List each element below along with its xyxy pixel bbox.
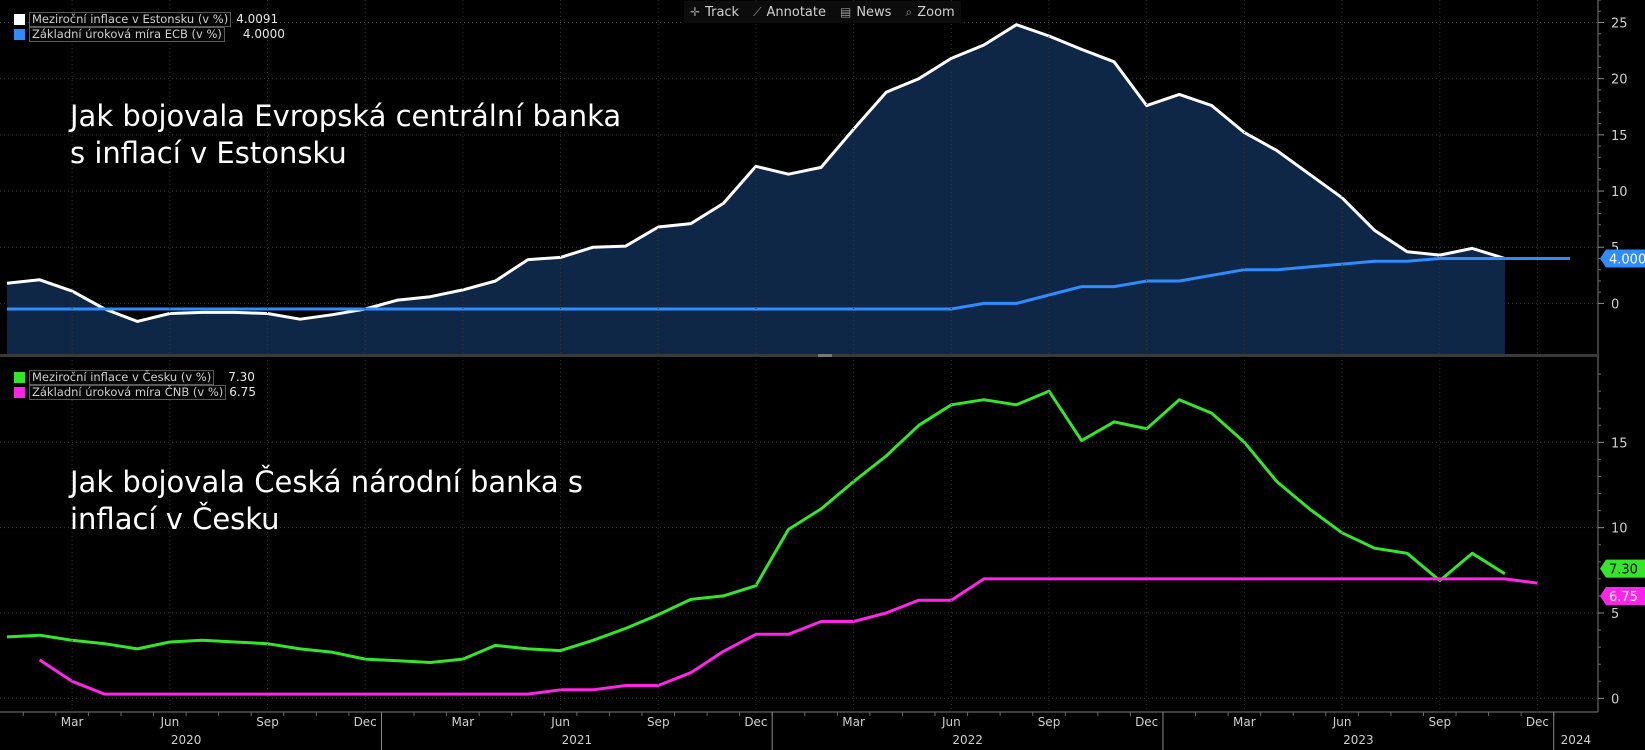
x-tick-label: Sep [1038, 715, 1061, 729]
legend-row-estonia-inflation[interactable]: Meziroční inflace v Estonsku (v %) 4.009… [14, 12, 285, 27]
x-tick-label: Jun [941, 715, 961, 729]
panel-divider[interactable] [0, 354, 1598, 357]
x-tick-label: Sep [1428, 715, 1451, 729]
axis-tag-ecb: 4.0000 [1609, 252, 1645, 267]
x-tick-label: Mar [452, 715, 475, 729]
crosshair-icon: ✛ [690, 5, 701, 19]
track-button[interactable]: ✛ Track [684, 1, 745, 23]
year-label: 2023 [1343, 733, 1374, 747]
x-tick-label: Dec [1526, 715, 1549, 729]
axis-tag-ecb-bg [1600, 249, 1645, 268]
top-title-line2: s inflací v Estonsku [70, 136, 347, 170]
news-label: News [856, 4, 892, 20]
top-title-line1: Jak bojovala Evropská centrální banka [70, 99, 622, 133]
x-tick-label: Sep [647, 715, 670, 729]
legend-row-cnb-rate[interactable]: Základní úroková míra ČNB (v %) 6.75 [14, 385, 256, 400]
y-tick-label: 0 [1611, 692, 1619, 707]
year-label: 2021 [562, 733, 593, 747]
legend-swatch-white [14, 14, 25, 25]
axis-tag-cnb: 6.75 [1609, 590, 1638, 605]
bottom-title-line2: inflací v Česku [70, 502, 280, 536]
x-tick-label: Dec [744, 715, 767, 729]
annotate-button[interactable]: ⟋ Annotate [747, 1, 832, 23]
legend-row-czech-inflation[interactable]: Meziroční inflace v Česku (v %) 7.30 [14, 370, 256, 385]
legend-value: 6.75 [229, 385, 256, 399]
bottom-panel-title: Jak bojovala Česká národní banka s infla… [70, 464, 583, 538]
bottom-legend: Meziroční inflace v Česku (v %) 7.30 Zák… [14, 370, 256, 400]
x-tick-label: Dec [1135, 715, 1158, 729]
legend-swatch-magenta [14, 387, 25, 398]
legend-value: 4.0000 [242, 27, 285, 41]
top-legend: Meziroční inflace v Estonsku (v %) 4.009… [14, 12, 285, 42]
legend-row-ecb-rate[interactable]: Základní úroková míra ECB (v %) 4.0000 [14, 27, 285, 42]
series-line [38, 577, 1538, 696]
y-tick-label: 10 [1611, 185, 1628, 200]
news-button[interactable]: ▤ News [834, 1, 897, 23]
x-tick-label: Mar [61, 715, 84, 729]
pencil-icon: ⟋ [753, 4, 762, 19]
panel-divider-grip[interactable] [818, 354, 832, 357]
legend-name: Meziroční inflace v Česku (v %) [29, 370, 215, 385]
x-tick-label: Sep [256, 715, 279, 729]
legend-name: Základní úroková míra ECB (v %) [29, 27, 225, 42]
x-tick-label: Jun [1332, 715, 1352, 729]
track-label: Track [705, 4, 740, 20]
axis-tag-cnb-bg [1600, 586, 1645, 605]
bottom-title-line1: Jak bojovala Česká národní banka s [70, 465, 583, 499]
magnifier-icon: ⌕ [905, 4, 913, 19]
y-tick-label: 5 [1611, 241, 1619, 256]
legend-value: 7.30 [228, 370, 255, 384]
news-icon: ▤ [839, 5, 852, 19]
x-tick-label: Dec [354, 715, 377, 729]
legend-swatch-blue [14, 29, 25, 40]
y-tick-label: 15 [1611, 129, 1628, 144]
zoom-label: Zoom [917, 4, 955, 20]
x-tick-label: Mar [1233, 715, 1256, 729]
year-label: 2020 [171, 733, 202, 747]
series-line [6, 23, 1506, 323]
x-tick-label: Jun [159, 715, 179, 729]
x-tick-label: Jun [550, 715, 570, 729]
axis-tag-czech-inflation: 7.30 [1609, 563, 1638, 578]
y-tick-label: 5 [1611, 607, 1619, 622]
series-line [6, 389, 1506, 664]
annotate-label: Annotate [766, 4, 826, 20]
year-label: 2024 [1561, 733, 1592, 747]
top-panel-title: Jak bojovala Evropská centrální banka s … [70, 98, 621, 172]
legend-value: 4.0091 [236, 12, 279, 26]
axis-tag-czech-inflation-bg [1600, 559, 1645, 578]
y-tick-label: 0 [1611, 297, 1619, 312]
legend-swatch-green [14, 372, 25, 383]
series-area-fill [7, 24, 1505, 354]
year-label: 2022 [952, 733, 983, 747]
chart-toolbar: ✛ Track ⟋ Annotate ▤ News ⌕ Zoom [684, 1, 961, 23]
zoom-button[interactable]: ⌕ Zoom [899, 1, 960, 23]
x-tick-label: Mar [842, 715, 865, 729]
legend-name: Základní úroková míra ČNB (v %) [29, 385, 227, 400]
legend-name: Meziroční inflace v Estonsku (v %) [29, 12, 232, 27]
y-tick-label: 20 [1611, 73, 1628, 88]
y-tick-label: 25 [1611, 16, 1628, 31]
y-tick-label: 10 [1611, 522, 1628, 537]
y-tick-label: 15 [1611, 436, 1628, 451]
